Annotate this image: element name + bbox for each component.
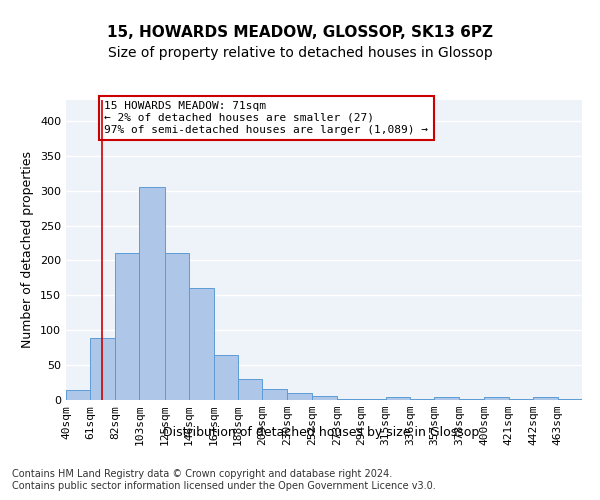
Text: Contains HM Land Registry data © Crown copyright and database right 2024.
Contai: Contains HM Land Registry data © Crown c… xyxy=(12,469,436,491)
Bar xyxy=(386,397,410,400)
Bar xyxy=(189,288,214,400)
Bar xyxy=(165,254,189,400)
Text: Distribution of detached houses by size in Glossop: Distribution of detached houses by size … xyxy=(163,426,479,439)
Bar xyxy=(262,389,287,400)
Y-axis label: Number of detached properties: Number of detached properties xyxy=(22,152,34,348)
Bar xyxy=(139,187,165,400)
Bar xyxy=(459,398,484,400)
Bar xyxy=(313,396,337,400)
Bar xyxy=(410,398,434,400)
Text: Size of property relative to detached houses in Glossop: Size of property relative to detached ho… xyxy=(107,46,493,60)
Text: 15, HOWARDS MEADOW, GLOSSOP, SK13 6PZ: 15, HOWARDS MEADOW, GLOSSOP, SK13 6PZ xyxy=(107,25,493,40)
Bar xyxy=(509,398,533,400)
Bar xyxy=(115,254,139,400)
Bar xyxy=(287,393,313,400)
Bar xyxy=(484,397,509,400)
Bar xyxy=(214,356,238,400)
Bar xyxy=(557,398,582,400)
Bar xyxy=(91,338,115,400)
Bar xyxy=(533,397,557,400)
Bar xyxy=(337,398,361,400)
Bar xyxy=(361,398,386,400)
Bar xyxy=(66,390,91,400)
Text: 15 HOWARDS MEADOW: 71sqm
← 2% of detached houses are smaller (27)
97% of semi-de: 15 HOWARDS MEADOW: 71sqm ← 2% of detache… xyxy=(104,102,428,134)
Bar xyxy=(434,397,459,400)
Bar xyxy=(238,379,262,400)
